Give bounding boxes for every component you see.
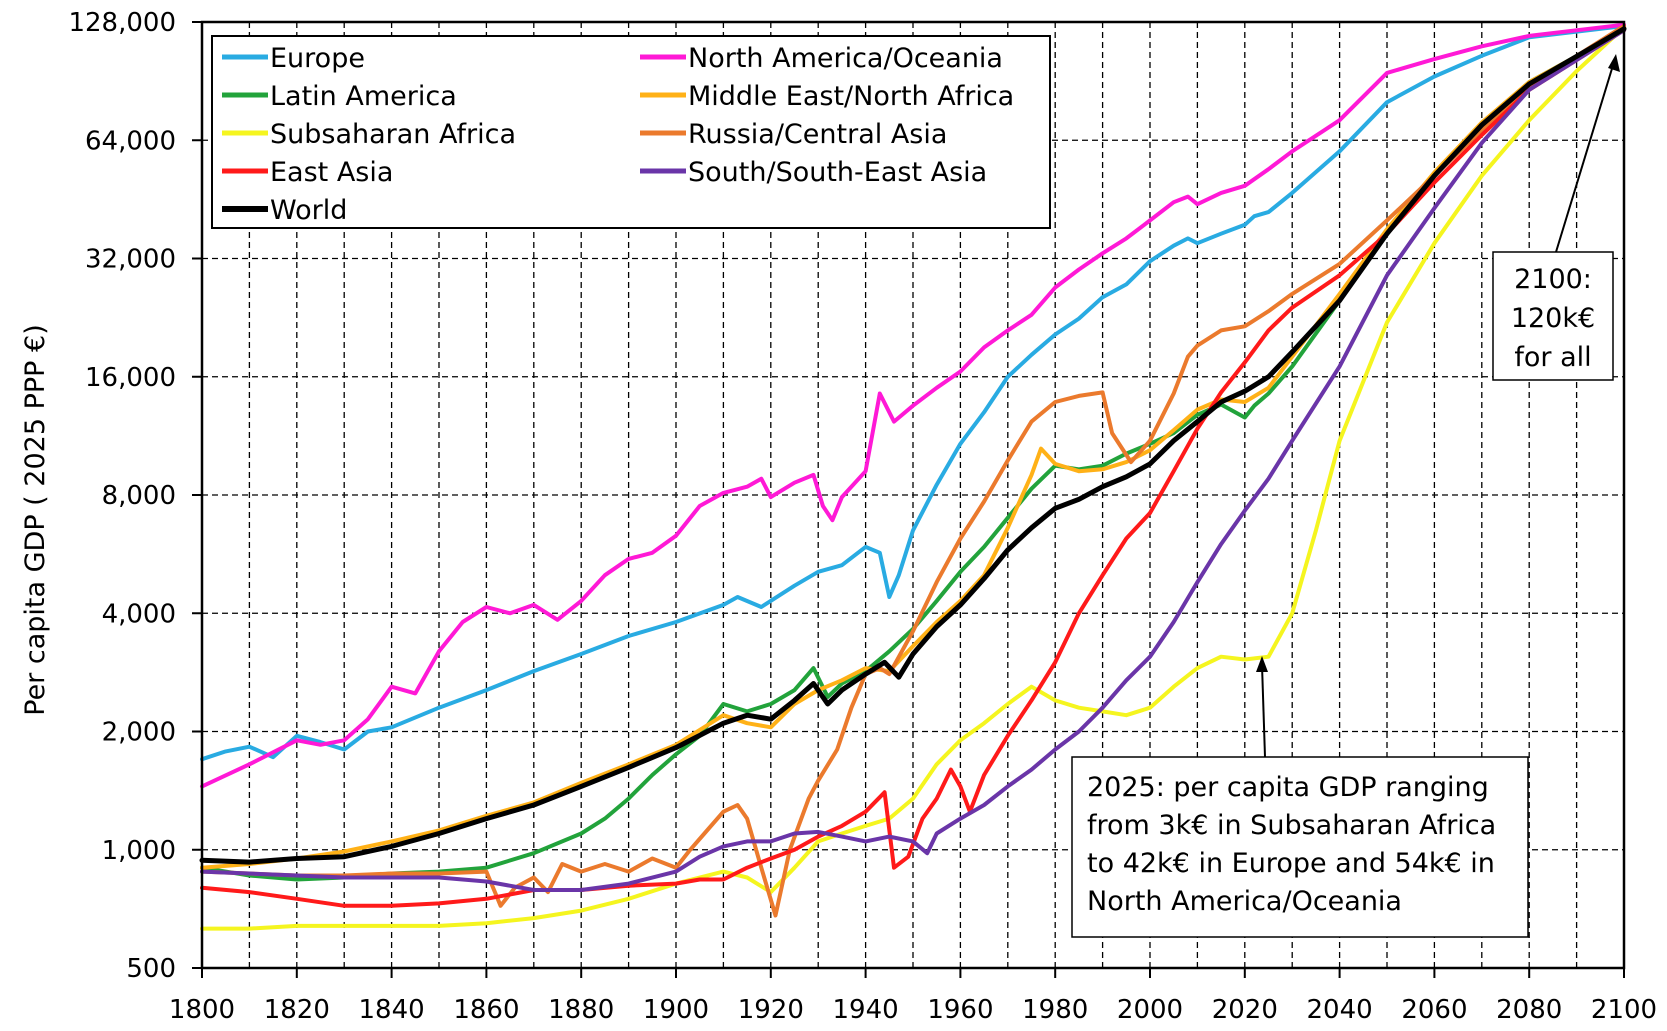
annotation-2025-arrow: [1261, 664, 1266, 758]
y-tick-label: 2,000: [102, 718, 176, 748]
series-line-subsaharan-africa: [200, 25, 1626, 931]
x-tick-label: 2080: [1496, 995, 1562, 1025]
y-tick-label: 64,000: [85, 126, 176, 156]
legend-label-latin-america: Latin America: [270, 81, 457, 112]
annotation-2100: 2100: 120k€ for all: [1492, 54, 1620, 381]
legend-box: [211, 35, 1051, 229]
annotation-2100-line-1: 2100:: [1514, 264, 1592, 295]
x-axis-ticks: 1800 1820 1840 1860 1880 1900 1920 1940 1960 1980…: [169, 968, 1657, 1025]
y-axis-ticks: 500 1,000 2,000 4,000 8,000 16,000 32,000 64,00…: [68, 8, 202, 984]
y-axis-title: Per capita GDP ( 2025 PPP €): [20, 324, 51, 716]
x-tick-label: 1880: [548, 995, 614, 1025]
plot-frame: [200, 20, 1626, 970]
annotation-2025-line-3: to 42k€ in Europe and 54k€ in: [1087, 848, 1495, 879]
annotation-2100-arrow: [1555, 61, 1615, 253]
x-tick-label: 2000: [1117, 995, 1183, 1025]
annotation-2025-line-4: North America/Oceania: [1087, 886, 1402, 917]
y-tick-label: 4,000: [102, 599, 176, 629]
x-tick-label: 2020: [1212, 995, 1278, 1025]
x-tick-label: 2060: [1401, 995, 1467, 1025]
series-line-world: [199, 26, 1627, 865]
annotation-2025-line-1: 2025: per capita GDP ranging: [1087, 772, 1489, 803]
series-line-russia-central-asia: [200, 24, 1626, 918]
legend-label-world: World: [270, 195, 347, 226]
y-tick-label: 1,000: [102, 836, 176, 866]
series-line-north-america-oceania: [200, 22, 1626, 789]
legend-label-middle-east-north-africa: Middle East/North Africa: [688, 81, 1014, 112]
legend: Europe North America/Oceania Latin America…: [211, 35, 1051, 229]
x-tick-label: 1980: [1022, 995, 1088, 1025]
annotation-2025: 2025: per capita GDP ranging from 3k€ in…: [1071, 656, 1529, 938]
x-tick-label: 1840: [359, 995, 425, 1025]
y-tick-label: 16,000: [85, 363, 176, 393]
y-tick-label: 128,000: [68, 8, 176, 38]
legend-label-europe: Europe: [270, 43, 365, 74]
x-tick-label: 2040: [1307, 995, 1373, 1025]
x-tick-label: 1860: [453, 995, 519, 1025]
x-tick-label: 1900: [643, 995, 709, 1025]
y-tick-label: 500: [126, 954, 176, 984]
annotation-2100-line-3: for all: [1514, 342, 1591, 373]
x-tick-label: 2100: [1591, 995, 1657, 1025]
y-tick-label: 32,000: [85, 245, 176, 275]
x-tick-label: 1800: [169, 995, 235, 1025]
annotation-2100-line-2: 120k€: [1511, 303, 1595, 334]
annotation-2025-line-2: from 3k€ in Subsaharan Africa: [1087, 810, 1496, 841]
legend-label-south-south-east-asia: South/South-East Asia: [688, 157, 987, 188]
annotation-2025-arrowhead: [1256, 656, 1268, 672]
y-tick-label: 8,000: [102, 481, 176, 511]
series-layer: [199, 22, 1627, 931]
x-tick-label: 1820: [264, 995, 330, 1025]
x-tick-label: 1920: [738, 995, 804, 1025]
annotation-2100-box: [1492, 251, 1614, 381]
legend-label-east-asia: East Asia: [270, 157, 393, 188]
x-tick-label: 1940: [833, 995, 899, 1025]
annotation-2100-arrowhead: [1608, 54, 1620, 72]
x-tick-label: 1960: [927, 995, 993, 1025]
annotation-2025-box: [1071, 756, 1529, 938]
legend-label-north-america-oceania: North America/Oceania: [688, 43, 1003, 74]
series-line-south-south-east-asia: [200, 28, 1626, 892]
legend-label-subsaharan-africa: Subsaharan Africa: [270, 119, 516, 150]
legend-label-russia-central-asia: Russia/Central Asia: [688, 119, 947, 150]
series-line-europe: [200, 24, 1626, 762]
